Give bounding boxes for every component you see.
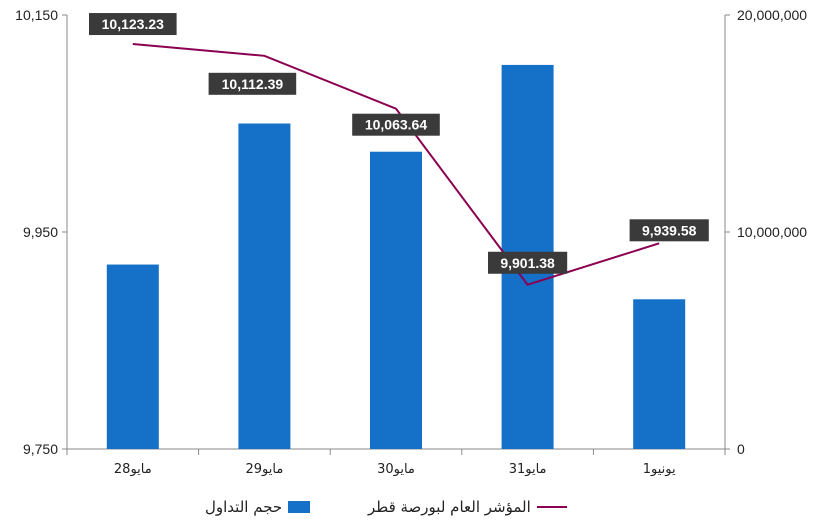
x-tick-label: مايو28 [114, 462, 152, 477]
data-label: 9,901.38 [500, 255, 555, 271]
data-label-box [488, 251, 568, 274]
legend-label-volume: حجم التداول [205, 498, 283, 516]
data-label: 9,939.58 [642, 222, 697, 238]
left-tick-label: 9,750 [23, 441, 58, 457]
x-tick-label: مايو29 [245, 462, 283, 477]
data-label: 10,123.23 [102, 16, 164, 32]
right-tick-label: 20,000,000 [737, 7, 807, 23]
data-label-box [629, 219, 709, 242]
legend: حجم التداول المؤشر العام لبورصة قطر [0, 494, 830, 522]
bar-volume [370, 151, 422, 449]
data-label: 10,112.39 [222, 76, 284, 92]
legend-swatch-volume [288, 501, 311, 513]
legend-item-volume: حجم التداول [205, 494, 311, 520]
data-label-box [208, 72, 297, 95]
data-label-box [89, 13, 177, 36]
x-tick-label: مايو30 [377, 462, 415, 477]
legend-label-index: المؤشر العام لبورصة قطر [368, 498, 531, 516]
x-tick-label: مايو31 [509, 462, 547, 477]
bar-volume [238, 123, 291, 449]
data-label: 10,063.64 [365, 117, 427, 133]
legend-swatch-index [536, 506, 567, 508]
bar-volume [106, 264, 159, 449]
right-tick-label: 10,000,000 [737, 224, 807, 240]
legend-item-index: المؤشر العام لبورصة قطر [368, 494, 567, 520]
left-tick-label: 9,950 [23, 224, 58, 240]
data-label-box [352, 113, 440, 136]
left-tick-label: 10,150 [15, 7, 58, 23]
x-tick-label: يونيو1 [643, 462, 676, 477]
right-tick-label: 0 [737, 441, 745, 457]
bar-volume [633, 299, 686, 449]
line-index [132, 43, 660, 286]
